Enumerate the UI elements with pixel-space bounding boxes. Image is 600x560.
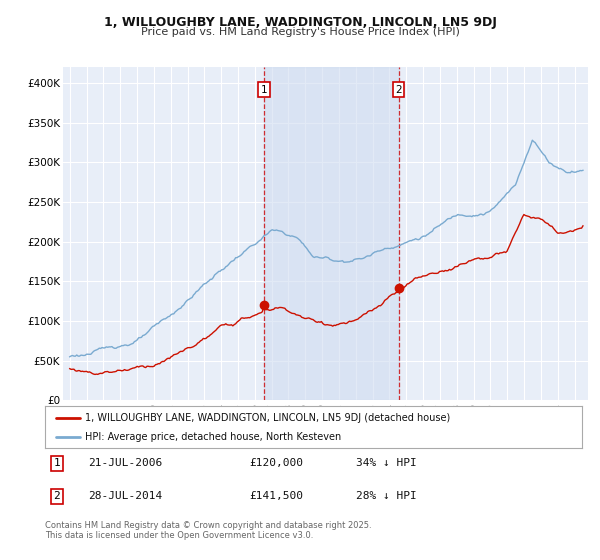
Text: £141,500: £141,500 xyxy=(249,492,303,502)
Text: 1, WILLOUGHBY LANE, WADDINGTON, LINCOLN, LN5 9DJ: 1, WILLOUGHBY LANE, WADDINGTON, LINCOLN,… xyxy=(104,16,496,29)
Text: 28% ↓ HPI: 28% ↓ HPI xyxy=(356,492,417,502)
Text: £120,000: £120,000 xyxy=(249,459,303,469)
Text: Price paid vs. HM Land Registry's House Price Index (HPI): Price paid vs. HM Land Registry's House … xyxy=(140,27,460,38)
Text: 1: 1 xyxy=(53,459,60,469)
Text: 1, WILLOUGHBY LANE, WADDINGTON, LINCOLN, LN5 9DJ (detached house): 1, WILLOUGHBY LANE, WADDINGTON, LINCOLN,… xyxy=(85,413,451,423)
Text: 2: 2 xyxy=(395,85,402,95)
Text: HPI: Average price, detached house, North Kesteven: HPI: Average price, detached house, Nort… xyxy=(85,432,341,442)
Text: 34% ↓ HPI: 34% ↓ HPI xyxy=(356,459,417,469)
Text: 28-JUL-2014: 28-JUL-2014 xyxy=(88,492,162,502)
Text: Contains HM Land Registry data © Crown copyright and database right 2025.
This d: Contains HM Land Registry data © Crown c… xyxy=(45,521,371,540)
Text: 1: 1 xyxy=(260,85,267,95)
Text: 2: 2 xyxy=(53,492,60,502)
Bar xyxy=(264,67,398,400)
Text: 21-JUL-2006: 21-JUL-2006 xyxy=(88,459,162,469)
